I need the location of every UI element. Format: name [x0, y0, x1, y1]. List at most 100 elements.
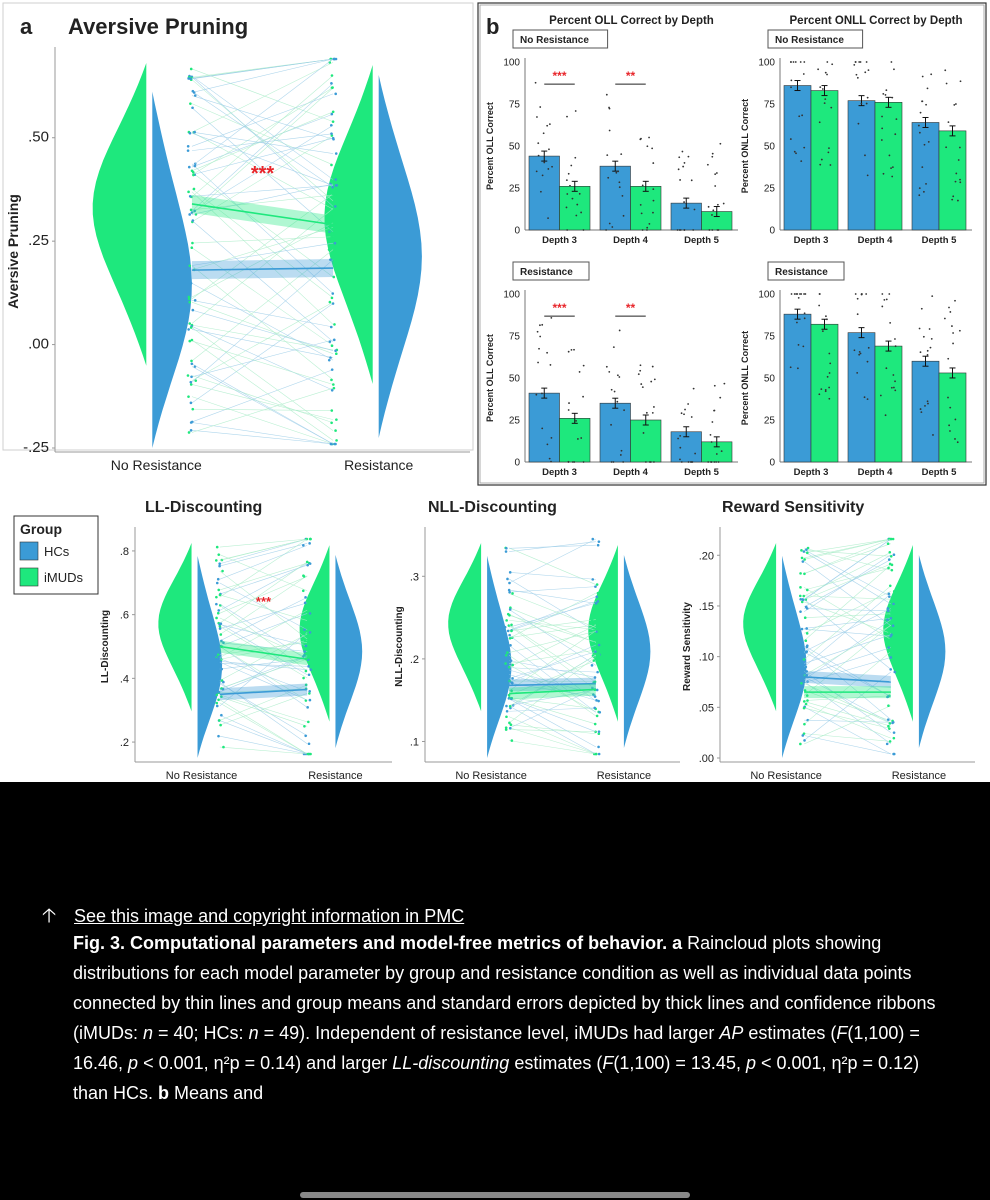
reward-sensitivity-violin-hcs-nores: [782, 555, 807, 758]
nll-discounting-subject-line: [509, 544, 596, 549]
oll-nores-point: [677, 168, 680, 171]
onll-res-point: [894, 380, 896, 383]
pmc-copyright-link[interactable]: See this image and copyright information…: [74, 906, 465, 926]
nll-discounting-subject-line: [509, 625, 596, 668]
oll-nores-point: [621, 195, 624, 197]
onll-res-point: [889, 322, 892, 324]
aversive-pruning-subject-dot: [188, 264, 192, 268]
aversive-pruning-subject-dot: [333, 241, 337, 245]
ll-discounting-subject-line: [219, 538, 308, 561]
reward-sensitivity-subject-line: [803, 564, 892, 641]
nll-discounting-subject-line: [509, 727, 596, 755]
oll-nores-point: [682, 165, 685, 168]
aversive-pruning-subject-dot: [327, 358, 331, 362]
onll-nores-point: [867, 69, 870, 71]
nll-discounting-subject-dot: [510, 623, 513, 627]
oll-res-point: [567, 460, 570, 463]
onll-nores-point: [823, 102, 826, 105]
reward-sensitivity-subject-line: [803, 538, 892, 600]
reward-sensitivity-subject-dot: [803, 689, 807, 692]
onll-res-ytick-4: 100: [758, 290, 775, 301]
onll-res-point: [928, 328, 931, 330]
onll-nores-point: [921, 100, 924, 103]
ll-discounting-subject-line: [219, 714, 308, 755]
aversive-pruning-ytick-0: -.25: [23, 439, 49, 456]
oll-res-point: [653, 461, 655, 463]
onll-res-point: [825, 315, 827, 318]
oll-nores-point: [570, 164, 573, 167]
reward-sensitivity-subject-dot: [801, 598, 805, 602]
ll-discounting-subject-dot: [308, 537, 312, 541]
aversive-pruning-subject-dot: [193, 130, 196, 134]
ll-discounting-subject-line: [219, 656, 308, 693]
aversive-pruning-subject-line: [191, 227, 334, 271]
reward-sensitivity-subject-line: [803, 651, 892, 725]
nll-discounting-subject-dot: [593, 706, 597, 710]
onll-nores-point: [919, 111, 922, 114]
oll-nores-point: [582, 229, 585, 231]
aversive-pruning-subject-dot: [335, 352, 338, 355]
nll-discounting-subject-line: [509, 705, 596, 755]
onll-res-point: [803, 317, 806, 320]
ll-discounting-subject-dot: [217, 553, 221, 556]
ll-discounting-violin-imuds-nores: [158, 543, 192, 712]
nll-discounting-violin-imuds-res: [588, 545, 618, 722]
aversive-pruning-subject-dot: [330, 368, 334, 371]
ll-discounting-subject-line: [219, 735, 308, 755]
aversive-pruning-subject-dot: [187, 297, 191, 301]
ll-discounting-subject-dot: [303, 628, 306, 632]
aversive-pruning-subject-line: [191, 430, 334, 445]
reward-sensitivity-xtick-0: No Resistance: [750, 770, 822, 782]
oll-res-point: [612, 461, 615, 463]
aversive-pruning-subject-dot: [334, 92, 337, 96]
ll-discounting-subject-line: [219, 617, 308, 659]
onll-nores-ylabel: Percent ONLL Correct: [740, 99, 750, 193]
aversive-pruning-subject-dot: [330, 378, 333, 382]
reward-sensitivity-subject-line: [803, 551, 892, 605]
aversive-pruning-subject-line: [191, 375, 334, 424]
oll-nores-ylabel: Percent OLL Correct: [485, 102, 495, 190]
onll-res-point: [796, 367, 799, 370]
onll-nores-point: [959, 178, 961, 181]
aversive-pruning-subject-dot: [191, 308, 195, 312]
arrow-up-icon[interactable]: 🡡: [41, 905, 57, 927]
onll-res-point: [932, 434, 934, 436]
onll-res-point: [884, 414, 887, 417]
oll-nores-point: [652, 188, 655, 191]
oll-res-point: [713, 409, 716, 412]
aversive-pruning-subject-dot: [334, 199, 337, 203]
home-indicator[interactable]: [300, 1192, 690, 1198]
aversive-pruning-subject-line: [191, 75, 334, 180]
aversive-pruning-subject-dot: [332, 383, 335, 386]
onll-nores-point: [853, 64, 856, 66]
aversive-pruning-subject-dot: [188, 131, 192, 135]
oll-nores-point: [569, 184, 571, 187]
oll-nores-point: [639, 204, 642, 206]
ll-discounting-subject-line: [219, 603, 308, 661]
onll-nores-bar-hcs-2: [911, 122, 940, 231]
nll-discounting-subject-dot: [509, 723, 513, 726]
aversive-pruning-subject-dot: [187, 190, 190, 194]
reward-sensitivity-subject-dot: [803, 722, 806, 726]
nll-discounting-subject-dot: [598, 711, 602, 714]
nll-discounting-subject-dot: [595, 595, 599, 599]
oll-res-point: [653, 406, 655, 408]
onll-nores-point: [819, 163, 822, 166]
reward-sensitivity-subject-line: [804, 563, 891, 600]
oll-nores-point: [714, 173, 717, 176]
oll-res-point: [546, 443, 549, 446]
nll-discounting-subject-lines: [503, 537, 602, 756]
onll-nores-point: [894, 133, 897, 136]
oll-res-point: [641, 386, 644, 389]
aversive-pruning-subject-dot: [193, 164, 197, 168]
oll-nores-point: [646, 229, 648, 231]
reward-sensitivity-subject-dot: [799, 572, 802, 575]
ll-discounting-subject-dot: [215, 704, 219, 708]
ll-discounting-subject-dot: [218, 593, 222, 597]
reward-sensitivity-subject-dot: [889, 656, 893, 659]
oll-res-point: [623, 409, 625, 412]
oll-res-point: [539, 335, 542, 338]
oll-nores-point: [652, 162, 655, 164]
reward-sensitivity-subject-line: [804, 591, 891, 634]
oll-res-point: [691, 461, 694, 463]
